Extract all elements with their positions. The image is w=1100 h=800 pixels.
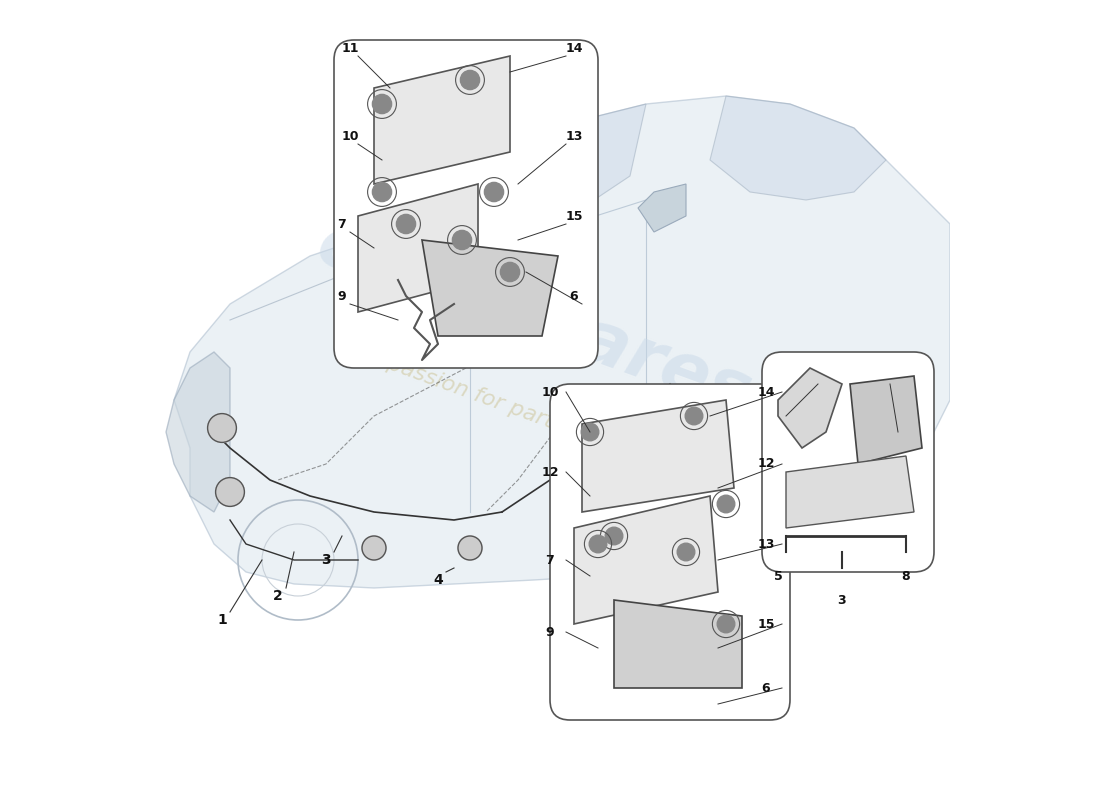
Circle shape — [396, 214, 416, 234]
Text: 5: 5 — [773, 570, 782, 582]
Text: 8: 8 — [902, 570, 911, 582]
Text: 13: 13 — [565, 130, 583, 142]
Text: 12: 12 — [541, 466, 559, 478]
Text: 11: 11 — [341, 42, 359, 54]
FancyBboxPatch shape — [550, 384, 790, 720]
Circle shape — [362, 536, 386, 560]
Circle shape — [484, 182, 504, 202]
Text: 1: 1 — [217, 613, 227, 627]
Polygon shape — [358, 184, 478, 312]
Text: 14: 14 — [565, 42, 583, 54]
Text: a passion for parts - since 1995: a passion for parts - since 1995 — [365, 346, 703, 486]
Text: 14: 14 — [757, 386, 774, 398]
Text: 10: 10 — [541, 386, 559, 398]
FancyBboxPatch shape — [334, 40, 598, 368]
Text: 10: 10 — [341, 130, 359, 142]
Polygon shape — [850, 376, 922, 464]
Polygon shape — [166, 352, 230, 512]
Circle shape — [500, 262, 519, 282]
Text: 7: 7 — [338, 218, 346, 230]
Circle shape — [461, 70, 480, 90]
FancyBboxPatch shape — [762, 352, 934, 572]
Text: 13: 13 — [757, 538, 774, 550]
Polygon shape — [778, 368, 842, 448]
Polygon shape — [638, 184, 686, 232]
Polygon shape — [614, 600, 742, 688]
Polygon shape — [710, 96, 886, 200]
Polygon shape — [574, 496, 718, 624]
Polygon shape — [582, 400, 734, 512]
Text: 6: 6 — [570, 290, 579, 302]
Circle shape — [373, 182, 392, 202]
Text: 3: 3 — [321, 553, 331, 567]
Text: 2: 2 — [273, 589, 283, 603]
Polygon shape — [470, 104, 646, 256]
Circle shape — [717, 495, 735, 513]
Text: 15: 15 — [757, 618, 774, 630]
Circle shape — [458, 536, 482, 560]
Circle shape — [717, 615, 735, 633]
Polygon shape — [374, 56, 510, 184]
Polygon shape — [786, 456, 914, 528]
Text: 12: 12 — [757, 458, 774, 470]
Text: 9: 9 — [338, 290, 346, 302]
Circle shape — [685, 407, 703, 425]
Text: eurospares: eurospares — [308, 210, 760, 430]
Circle shape — [678, 543, 695, 561]
Circle shape — [373, 94, 392, 114]
Text: 9: 9 — [546, 626, 554, 638]
Text: 3: 3 — [838, 594, 846, 606]
Circle shape — [590, 535, 607, 553]
Text: 6: 6 — [761, 682, 770, 694]
Polygon shape — [174, 96, 950, 588]
Text: 7: 7 — [546, 554, 554, 566]
Circle shape — [452, 230, 472, 250]
Circle shape — [605, 527, 623, 545]
Text: 4: 4 — [433, 573, 443, 587]
Circle shape — [216, 478, 244, 506]
Circle shape — [208, 414, 236, 442]
Circle shape — [581, 423, 598, 441]
Text: 15: 15 — [565, 210, 583, 222]
Polygon shape — [422, 240, 558, 336]
